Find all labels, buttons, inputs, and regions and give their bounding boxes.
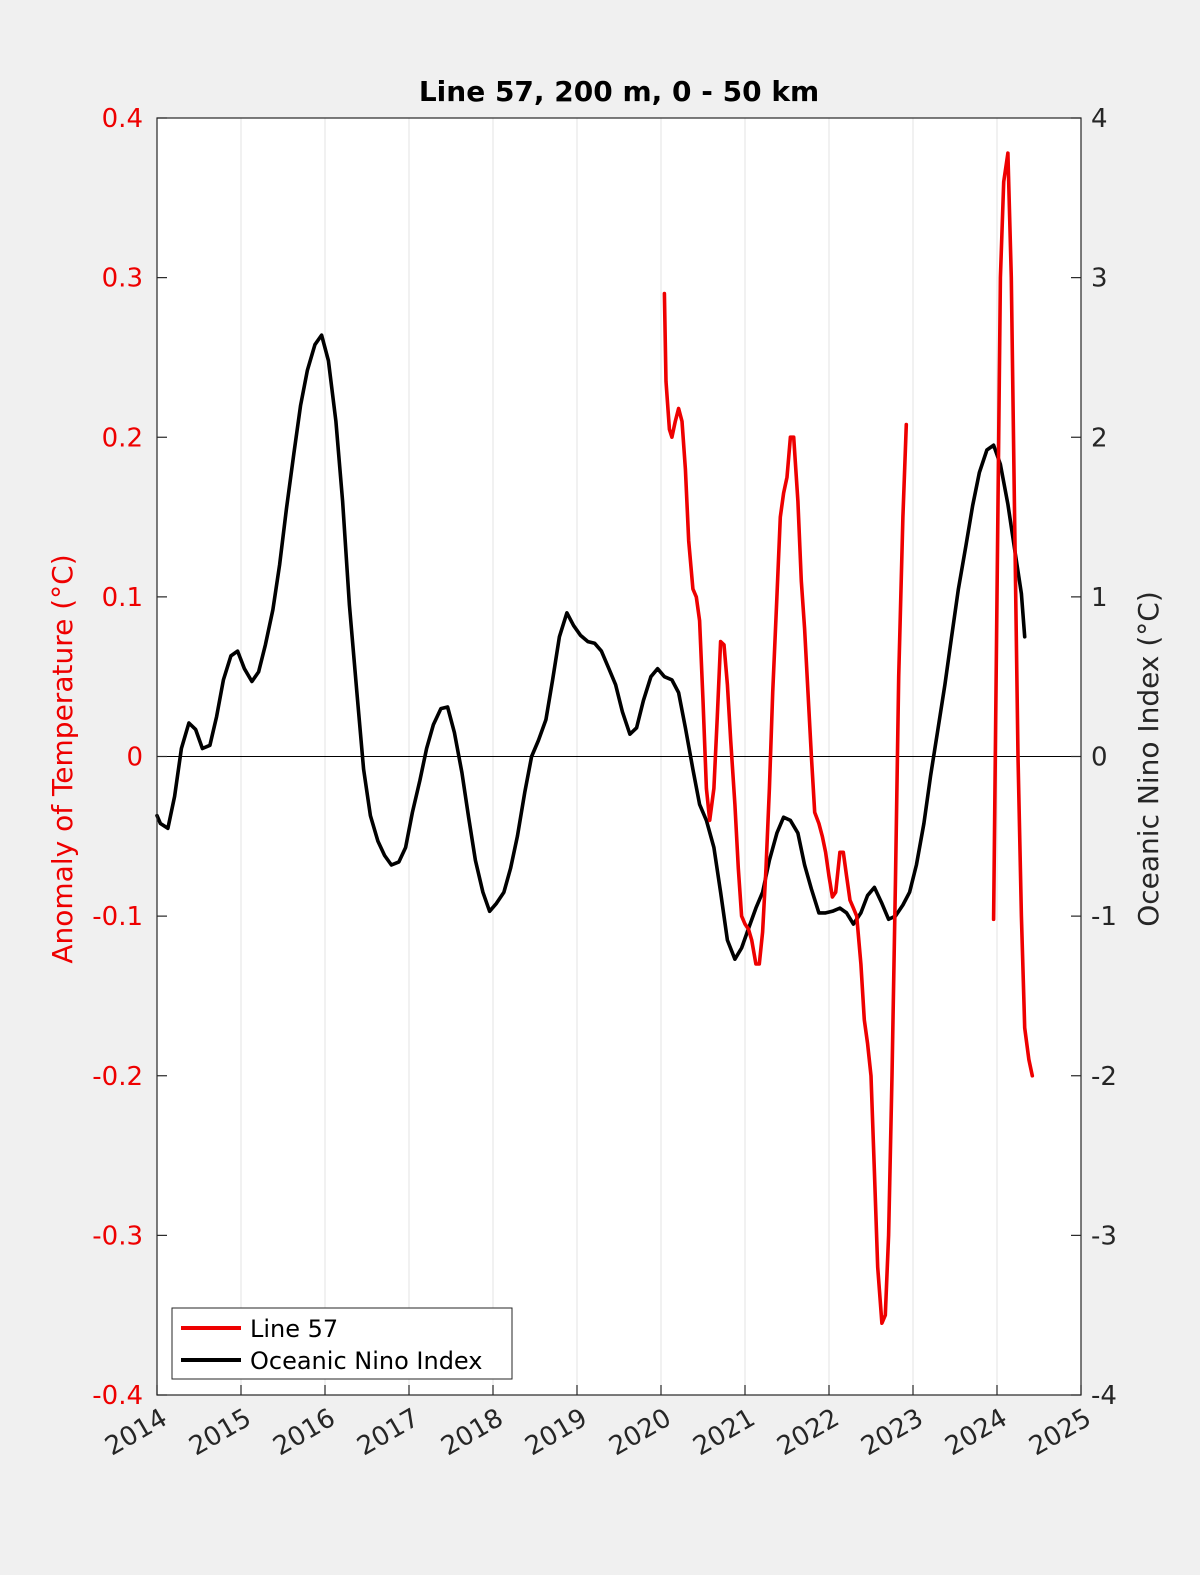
left-y-tick-label: 0.4 (102, 104, 143, 134)
left-y-tick-label: 0.1 (102, 583, 143, 613)
right-y-tick-label: 3 (1091, 264, 1108, 294)
left-y-tick-label: 0.2 (102, 423, 143, 453)
left-y-tick-label: -0.2 (92, 1062, 143, 1092)
legend-label-oni: Oceanic Nino Index (250, 1347, 482, 1375)
chart-title: Line 57, 200 m, 0 - 50 km (419, 75, 819, 108)
legend-box (171, 1307, 513, 1380)
right-y-tick-label: -1 (1091, 902, 1117, 932)
right-y-tick-label: -4 (1091, 1381, 1117, 1411)
left-y-tick-label: 0.3 (102, 264, 143, 294)
left-y-tick-label: -0.4 (92, 1381, 143, 1411)
right-y-tick-label: 2 (1091, 423, 1108, 453)
right-y-tick-label: 4 (1091, 104, 1108, 134)
right-y-tick-label: -2 (1091, 1062, 1117, 1092)
right-y-tick-label: -3 (1091, 1221, 1117, 1251)
legend: Line 57 Oceanic Nino Index (171, 1307, 513, 1380)
series-line-line-57 (991, 151, 1035, 1078)
right-y-tick-label: 0 (1091, 743, 1108, 773)
series-line-oceanic-nino-index (155, 333, 1027, 961)
legend-label-line57: Line 57 (250, 1315, 338, 1343)
right-axis-label: Oceanic Nino Index (°C) (1132, 591, 1165, 927)
left-y-tick-label: 0 (126, 743, 143, 773)
series-line-line-57 (662, 291, 909, 1325)
right-y-tick-label: 1 (1091, 583, 1108, 613)
left-axis-label: Anomaly of Temperature (°C) (46, 554, 79, 963)
left-y-tick-label: -0.1 (92, 902, 143, 932)
series-layer (155, 151, 1035, 1325)
left-y-tick-label: -0.3 (92, 1221, 143, 1251)
